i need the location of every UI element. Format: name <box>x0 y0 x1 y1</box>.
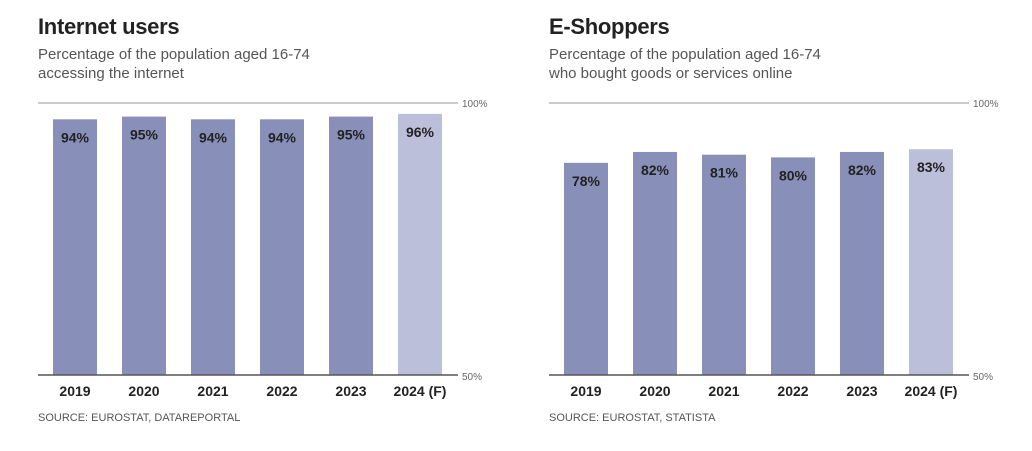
x-tick-label: 2019 <box>59 383 90 399</box>
bar <box>564 162 608 375</box>
chart-title: Internet users <box>38 14 180 39</box>
chart-subtitle: Percentage of the population aged 16-74 … <box>549 45 989 83</box>
y-tick-label: 50% <box>462 372 482 383</box>
source-note: SOURCE: EUROSTAT, DATAREPORTAL <box>38 412 241 424</box>
x-tick-label: 2023 <box>846 383 877 399</box>
bar <box>840 151 884 375</box>
subtitle-line: accessing the internet <box>38 65 184 82</box>
x-tick-label: 2022 <box>266 383 297 399</box>
data-label: 94% <box>61 129 90 145</box>
subtitle-line: Percentage of the population aged 16-74 <box>549 46 821 63</box>
data-label: 94% <box>199 129 228 145</box>
x-tick-label: 2021 <box>197 383 228 399</box>
bar <box>702 154 746 375</box>
data-label: 80% <box>779 167 808 183</box>
data-label: 96% <box>406 124 435 140</box>
chart-internet-users: Internet users Percentage of the populat… <box>38 0 538 451</box>
x-tick-label: 2024 (F) <box>394 383 447 399</box>
bar <box>53 119 97 375</box>
y-tick-label: 100% <box>973 99 999 110</box>
data-label: 94% <box>268 129 297 145</box>
bar <box>191 119 235 375</box>
x-tick-label: 2020 <box>128 383 159 399</box>
data-label: 83% <box>917 159 946 175</box>
bar-chart: 100% 78% 2019 82% 2020 81% 2021 80% 2022 82% 2023 8… <box>549 99 999 399</box>
bar <box>122 116 166 375</box>
chart-e-shoppers: E-Shoppers Percentage of the population … <box>549 0 1032 451</box>
y-tick-label: 50% <box>973 372 993 383</box>
bar <box>633 151 677 375</box>
data-label: 95% <box>337 127 366 143</box>
data-label: 82% <box>848 162 877 178</box>
data-label: 78% <box>572 173 601 189</box>
x-tick-label: 2023 <box>335 383 366 399</box>
x-tick-label: 2020 <box>639 383 670 399</box>
x-tick-label: 2022 <box>777 383 808 399</box>
bar <box>771 157 815 375</box>
chart-subtitle: Percentage of the population aged 16-74 … <box>38 45 478 83</box>
data-label: 81% <box>710 165 739 181</box>
subtitle-line: Percentage of the population aged 16-74 <box>38 46 310 63</box>
bar-chart: 100% 94% 2019 95% 2020 94% 2021 94% 2022 95% 2023 9… <box>38 99 488 399</box>
data-label: 82% <box>641 162 670 178</box>
x-tick-label: 2024 (F) <box>905 383 958 399</box>
y-tick-label: 100% <box>462 99 488 110</box>
source-note: SOURCE: EUROSTAT, STATISTA <box>549 412 716 424</box>
bar <box>329 116 373 375</box>
subtitle-line: who bought goods or services online <box>549 65 793 82</box>
x-tick-label: 2019 <box>570 383 601 399</box>
data-label: 95% <box>130 127 159 143</box>
x-tick-label: 2021 <box>708 383 739 399</box>
bar <box>260 119 304 375</box>
bar <box>909 149 953 375</box>
bar <box>398 113 442 375</box>
chart-title: E-Shoppers <box>549 14 670 39</box>
